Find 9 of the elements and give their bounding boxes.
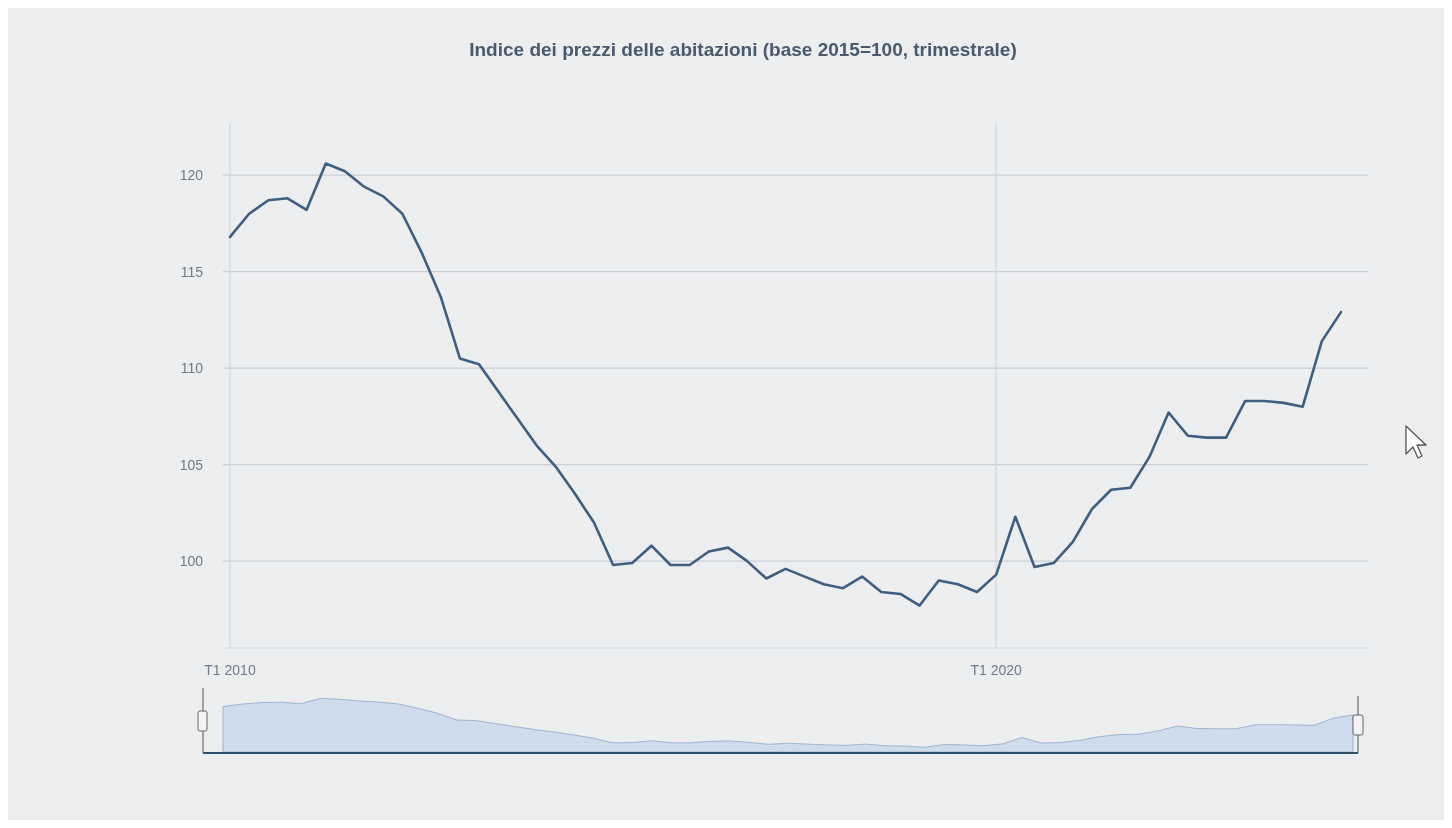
- line-series: [228, 162, 1343, 607]
- x-tick-label: T1 2010: [204, 662, 256, 678]
- chart-title: Indice dei prezzi delle abitazioni (base 2015=100, trimestrale): [469, 39, 1017, 60]
- y-tick-label: 115: [180, 263, 204, 280]
- y-tick-label: 110: [180, 360, 204, 377]
- y-tick-label: 120: [179, 167, 204, 184]
- y-tick-label: 100: [179, 553, 204, 570]
- y-tick-label: 105: [179, 456, 204, 473]
- x-tick-label: T1 2020: [970, 662, 1023, 678]
